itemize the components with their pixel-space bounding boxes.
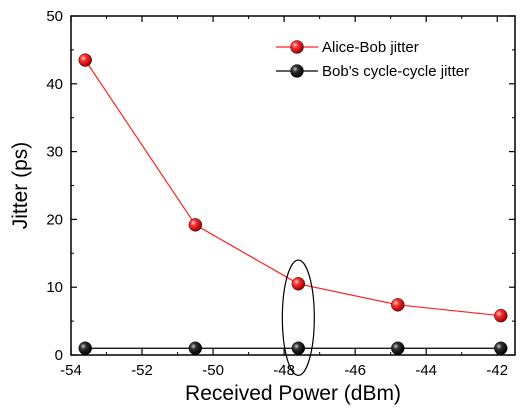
y-tick-label-0: 0 (55, 347, 63, 364)
y-tick-label-3: 30 (46, 144, 63, 161)
series-0-point-1 (188, 218, 203, 232)
series-1-point-0 (78, 341, 92, 355)
series-1-point-2 (291, 341, 306, 355)
series-line-0 (84, 59, 501, 317)
annotation-ellipse-0 (281, 259, 315, 376)
x-tick-label-0: -54 (60, 362, 82, 379)
legend-marker-1 (290, 64, 304, 78)
legend-marker-0 (290, 40, 304, 54)
legend-label-0: Alice-Bob jitter (322, 39, 419, 56)
series-1-point-3 (391, 341, 405, 355)
x-tick-label-2: -50 (202, 362, 224, 379)
series-1-point-1 (188, 341, 203, 355)
series-0-point-3 (391, 298, 405, 312)
y-tick-label-4: 40 (46, 76, 63, 93)
y-tick-label-5: 50 (46, 8, 63, 25)
y-tick-label-2: 20 (46, 211, 63, 228)
plot-area: -54 -52 -50 -48 -46 -44 -4201020304050Received… (9, 8, 516, 405)
x-tick-label-1: -52 (131, 362, 153, 379)
x-tick-label-6: -42 (486, 362, 508, 379)
series-0-point-4 (494, 308, 508, 323)
series-0-point-0 (78, 53, 92, 67)
x-tick-label-5: -44 (415, 362, 437, 379)
x-axis-title: Received Power (dBm) (185, 382, 401, 405)
x-tick-label-4: -46 (344, 362, 366, 379)
series-1-point-4 (494, 341, 508, 355)
legend-label-1: Bob's cycle-cycle jitter (322, 63, 469, 80)
y-axis-title: Jitter (ps) (9, 142, 32, 230)
series-0-point-2 (291, 277, 306, 291)
y-tick-label-1: 10 (46, 279, 63, 296)
